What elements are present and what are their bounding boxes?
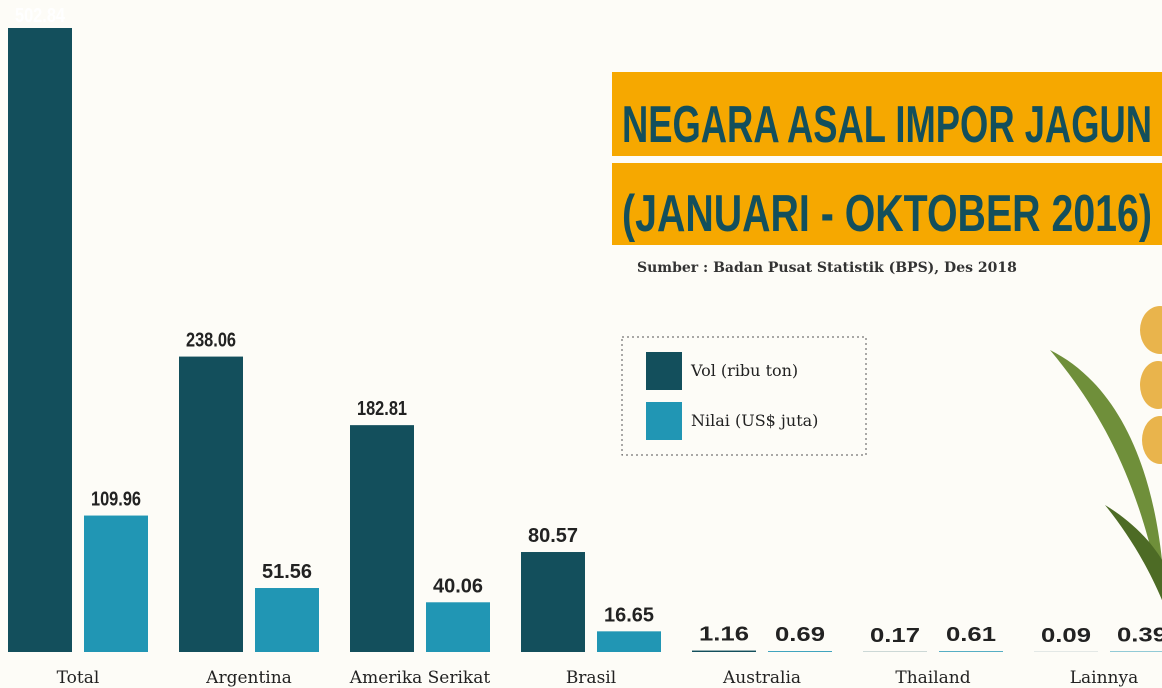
legend-label: Nilai (US$ juta): [691, 411, 818, 430]
title-box: [612, 72, 1162, 156]
bar: [255, 588, 319, 652]
bar: [939, 651, 1003, 652]
legend-swatch: [646, 402, 682, 440]
value-label: 0.39: [1117, 625, 1162, 647]
value-label: 502.84: [15, 5, 66, 27]
corn-kernel: [1142, 416, 1162, 464]
value-label: 1.16: [699, 624, 749, 646]
chart-title: NEGARA ASAL IMPOR JAGUN: [622, 96, 1152, 154]
bar: [8, 28, 72, 652]
value-label: 51.56: [262, 561, 312, 583]
bar: [179, 356, 243, 652]
value-label: 238.06: [186, 330, 236, 352]
legend-label: Vol (ribu ton): [690, 361, 798, 380]
bar: [521, 552, 585, 652]
x-tick-label: Thailand: [895, 668, 970, 688]
value-label: 109.96: [91, 489, 141, 511]
value-label: 40.06: [433, 575, 483, 597]
legend-swatch: [646, 352, 682, 390]
value-label: 0.61: [946, 624, 996, 646]
bar: [597, 631, 661, 652]
value-label: 16.65: [604, 604, 654, 626]
bar: [692, 650, 756, 652]
chart-subtitle: (JANUARI - OKTOBER 2016): [622, 185, 1152, 243]
legend-box: [621, 336, 867, 456]
source: Sumber : Badan Pusat Statistik (BPS), De…: [637, 260, 1017, 276]
value-label: 182.81: [357, 398, 407, 420]
title-box: [612, 163, 1162, 245]
leaf: [1105, 505, 1162, 600]
bar: [768, 651, 832, 652]
corn-kernel: [1140, 361, 1162, 409]
x-tick-label: Argentina: [205, 668, 292, 688]
x-tick-label: Amerika Serikat: [349, 668, 491, 688]
bar: [426, 602, 490, 652]
x-tick-label: Total: [57, 668, 100, 688]
value-label: 0.69: [775, 624, 825, 646]
bar: [84, 515, 148, 652]
leaf: [1050, 350, 1162, 600]
legend: Vol (ribu ton) Nilai (US$ juta): [646, 352, 818, 440]
bar: [350, 425, 414, 652]
value-label: 0.09: [1041, 625, 1091, 647]
x-tick-label: Brasil: [566, 668, 616, 688]
x-tick-label: Lainnya: [1070, 668, 1139, 688]
value-label: 80.57: [528, 525, 578, 547]
corn-kernel: [1140, 306, 1162, 354]
x-tick-label: Australia: [722, 668, 801, 688]
value-label: 0.17: [870, 625, 920, 647]
